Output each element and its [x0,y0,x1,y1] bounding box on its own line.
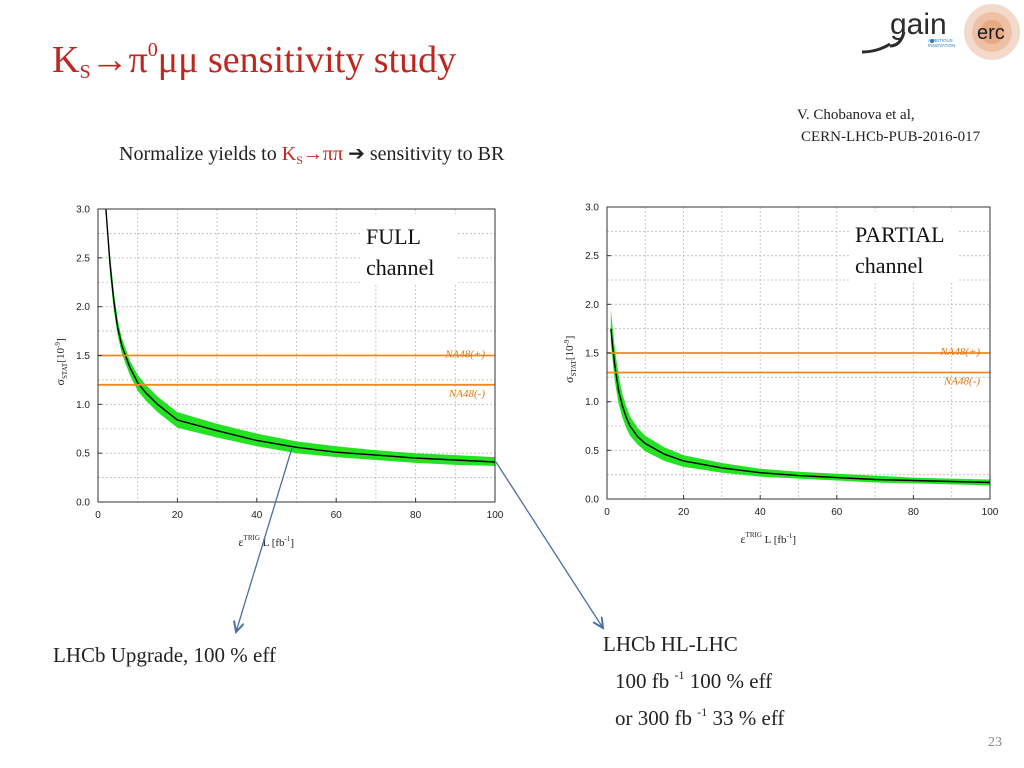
x-tick-label: 0 [604,507,610,518]
svg-text:gain: gain [890,8,947,41]
y-tick-label: 2.0 [585,300,599,311]
arrow-upgrade [236,447,293,632]
erc-logo: erc [964,4,1020,60]
x-axis-label-part: -1 [285,535,291,543]
chart-partial-channel: NA48(+) NA48(-) 0 20 40 60 80 100 0.0 0.5 1.0 1.5 2.… [548,193,1008,553]
box-label-line1: FULL [366,224,421,249]
note-hl-lhc: LHCb HL-LHC 100 fb -1 100 % eff or 300 f… [603,632,785,730]
x-tick-label: 40 [755,507,767,518]
x-axis-label-part: L [fb [762,534,787,546]
band-group [105,209,495,466]
x-tick-label: 0 [95,510,101,521]
x-axis-label-part: ε [741,532,746,546]
gain-erc-logo: gain AMBITIOUS INNOVATION erc [860,2,1024,64]
y-tick-label: 3.0 [76,205,90,216]
arrow-hl-lhc [495,461,603,628]
y-tick-label: 2.5 [585,251,599,262]
y-tick-label: 1.0 [585,397,599,408]
x-axis-label-part: ] [290,537,294,549]
x-tick-label: 60 [331,510,343,521]
y-axis-label-part: -9 [54,342,62,348]
y-tick-label: 2.0 [76,302,90,313]
x-tick-label: 80 [908,507,920,518]
box-label-line2: channel [366,255,434,280]
x-axis-label-part: -1 [787,532,793,540]
x-axis-label: εTRIG L [fb-1] [239,534,295,549]
svg-text:INNOVATION: INNOVATION [928,43,955,48]
y-tick-label: 0.0 [76,498,90,509]
normalize-note: Normalize yields to KS→ππ ➔ sensitivity … [119,143,505,167]
y-tick-label: 3.0 [585,203,599,214]
x-axis-label-part: TRIG [746,531,762,539]
y-axis-label-part: σ [53,379,67,386]
x-tick-label: 100 [982,507,999,518]
y-axis-label-part: -9 [563,339,571,345]
svg-text:AMBITIOUS: AMBITIOUS [928,38,953,43]
y-axis-label-part: ] [55,338,67,342]
y-axis-label-part: STAT [570,360,578,377]
x-tick-label: 80 [410,510,422,521]
y-tick-label: 1.5 [76,351,90,362]
x-tick-label: 60 [831,507,843,518]
na48-label: NA48(-) [943,375,980,387]
chart-full-channel: NA48(+) NA48(-) 0 20 40 60 80 100 0.0 0.5 1.0 1.5 2.… [40,195,510,555]
series-central-line [105,209,495,463]
na48-label: NA48(+) [939,346,980,358]
y-axis-label: σSTAT [10-9 ] [53,338,69,385]
y-axis-label: σSTAT [10-9 ] [562,336,578,383]
y-tick-label: 1.0 [76,400,90,411]
na48-label: NA48(+) [444,349,485,361]
note-upgrade: LHCb Upgrade, 100 % eff [53,643,276,667]
box-label-bg [360,214,456,284]
x-axis-label-part: ε [239,535,244,549]
x-tick-label: 20 [172,510,184,521]
x-axis-label: εTRIG L [fb-1] [741,531,797,546]
y-axis-label-part: [10 [564,345,576,360]
x-axis-label-part: TRIG [244,534,260,542]
y-tick-label: 1.5 [585,349,599,360]
box-label-bg [849,212,959,282]
y-tick-label: 2.5 [76,253,90,264]
y-tick-label: 0.5 [76,449,90,460]
y-axis-label-part: [10 [55,347,67,362]
x-axis-label-part: ] [792,534,796,546]
x-axis-label-part: L [fb [260,537,285,549]
slide-title: KS→π0μμ sensitivity study [52,39,457,83]
page-number: 23 [988,735,1002,750]
svg-text:erc: erc [977,22,1005,44]
y-tick-label: 0.5 [585,446,599,457]
band-group [610,309,990,486]
y-axis-label-part: STAT [61,362,69,379]
gain-logo: gain AMBITIOUS INNOVATION [861,8,955,54]
y-axis-label-part: σ [562,376,576,383]
series-central-line [610,328,990,484]
box-label-line1: PARTIAL [855,222,945,247]
x-tick-label: 100 [487,510,504,521]
y-tick-label: 0.0 [585,495,599,506]
reference-citation: V. Chobanova et al, CERN-LHCb-PUB-2016-0… [797,107,981,145]
na48-label: NA48(-) [448,388,485,400]
y-axis-label-part: ] [564,336,576,340]
x-tick-label: 20 [678,507,690,518]
x-tick-label: 40 [251,510,263,521]
box-label-line2: channel [855,253,923,278]
